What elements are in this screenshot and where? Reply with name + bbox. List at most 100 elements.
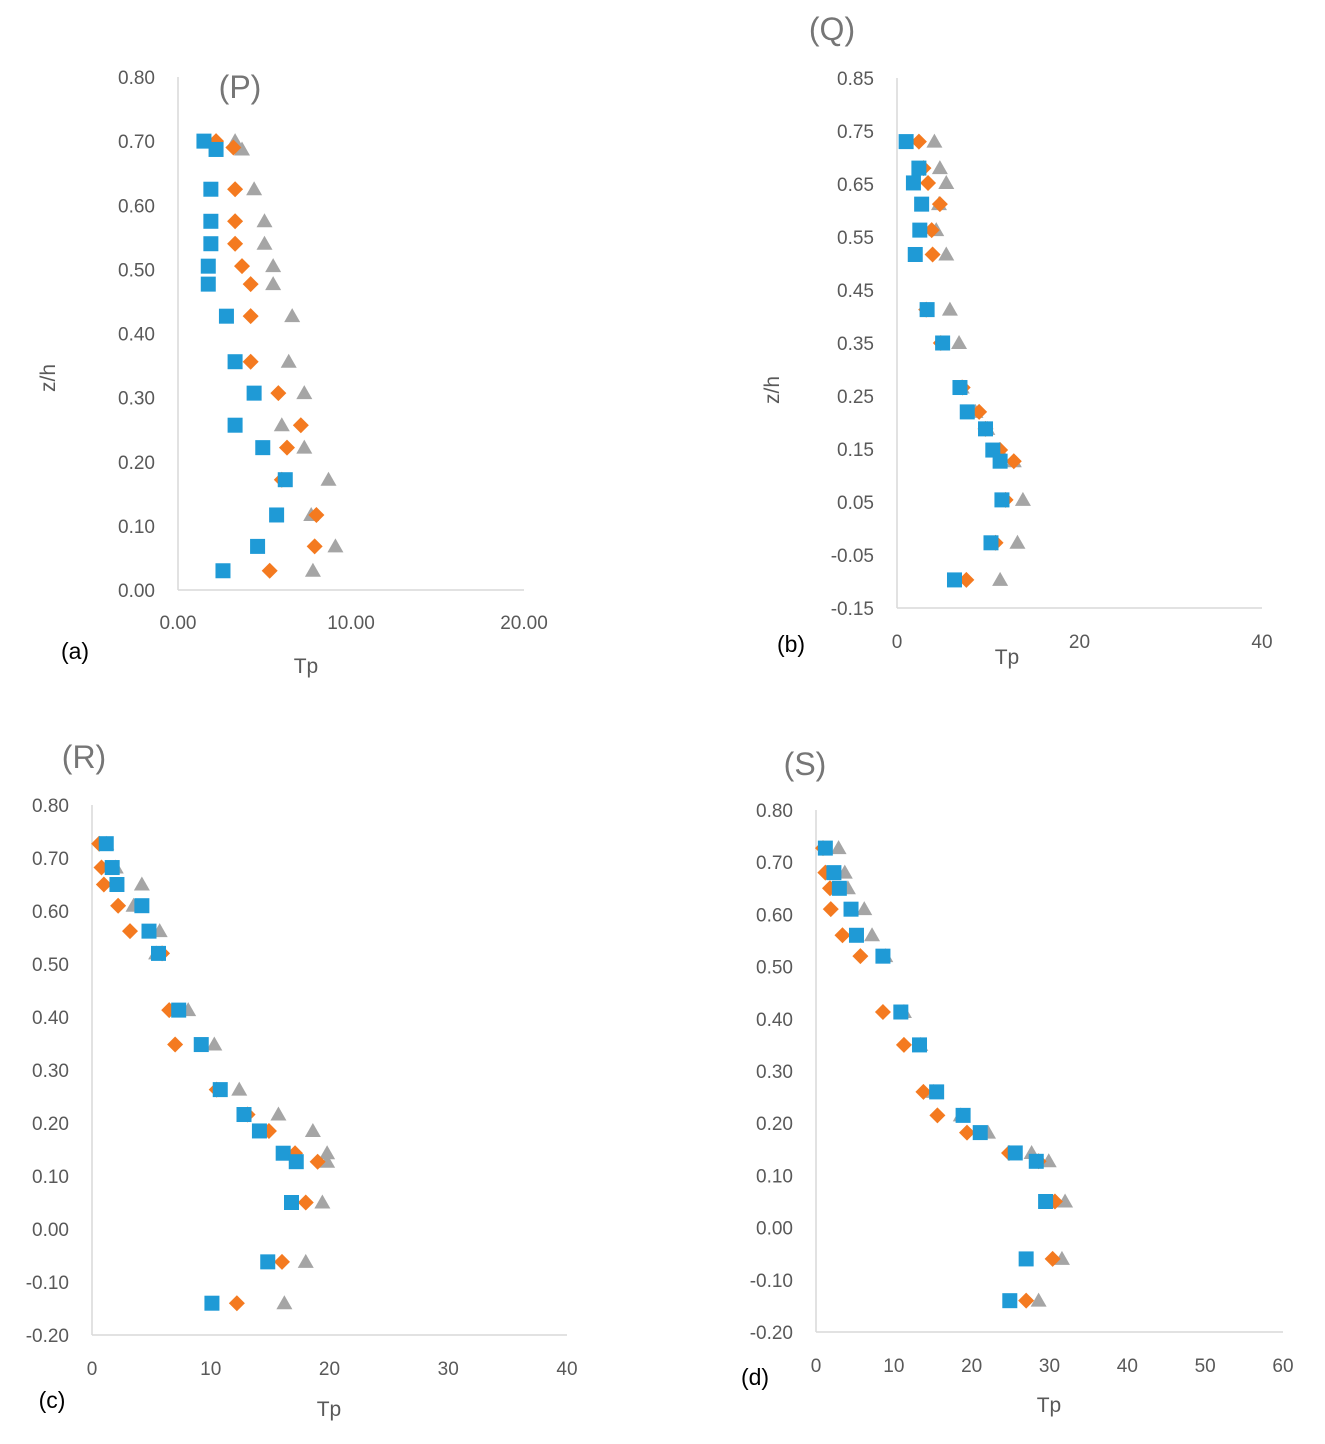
chart-panel-1: 0.00 0.10 0.20 0.30 0.40 0.50 0.60 0.70 0.80 0.00… (37, 68, 548, 678)
data-point-square (898, 134, 914, 150)
y-tick-label: 0.85 (837, 69, 874, 90)
series-2 (91, 835, 326, 1312)
y-tick-label: 0.50 (756, 958, 793, 979)
data-point-diamond (242, 308, 259, 325)
x-tick-label: 20.00 (500, 613, 548, 634)
data-point-square (200, 276, 216, 292)
data-point-diamond (270, 385, 287, 402)
data-point-diamond (915, 1083, 932, 1100)
chart-panel-2: -0.15 -0.05 0.05 0.15 0.25 0.35 0.45 0.55 0.65 0.… (761, 11, 1273, 669)
y-tick-label: 0.30 (32, 1061, 69, 1082)
data-point-diamond (306, 538, 323, 555)
series-1 (98, 836, 304, 1311)
data-point-triangle (256, 235, 273, 250)
data-point-square (109, 877, 125, 892)
data-point-square (935, 335, 951, 351)
x-axis-title: Tp (1037, 1394, 1062, 1417)
data-point-diamond (923, 222, 940, 239)
data-point-square (288, 1154, 304, 1170)
data-point-triangle (265, 276, 282, 291)
series-3 (830, 840, 1074, 1307)
x-tick-label: 30 (438, 1359, 459, 1380)
y-tick-label: 0.70 (756, 853, 793, 874)
panel-label: (b) (777, 631, 805, 657)
x-tick-label: 40 (556, 1359, 577, 1380)
data-point-triangle (270, 1106, 287, 1121)
y-tick-label: 0.00 (756, 1219, 793, 1240)
data-point-triangle (234, 141, 251, 156)
panel-label: (a) (61, 638, 89, 664)
data-point-diamond (225, 139, 242, 156)
chart-title: (Q) (809, 11, 855, 47)
data-point-triangle (280, 353, 297, 368)
data-point-triangle (992, 571, 1009, 586)
data-point-diamond (309, 1153, 326, 1170)
data-point-triangle (256, 213, 273, 228)
data-point-diamond (852, 948, 869, 965)
data-point-triangle (231, 1081, 248, 1096)
x-tick-label: 10 (200, 1359, 221, 1380)
data-point-triangle (265, 258, 282, 273)
x-tick-label: 0 (87, 1359, 98, 1380)
data-point-triangle (1009, 534, 1026, 549)
data-point-square (1002, 1293, 1018, 1309)
data-point-square (203, 213, 219, 229)
y-tick-label: -0.20 (750, 1323, 793, 1344)
data-point-triangle (284, 308, 301, 323)
data-point-square (250, 538, 266, 554)
chart-title: (P) (219, 69, 262, 105)
data-point-square (196, 133, 212, 149)
data-point-triangle (296, 385, 313, 400)
data-point-diamond (834, 927, 851, 944)
data-point-triangle (246, 181, 263, 196)
data-point-triangle (941, 301, 958, 316)
data-point-square (912, 222, 928, 238)
y-tick-label: 0.10 (32, 1167, 69, 1188)
chart-panel-4: -0.20 -0.10 0.00 0.10 0.20 0.30 0.40 0.50 0.60 0.… (741, 746, 1294, 1417)
data-point-triangle (1057, 1193, 1074, 1208)
data-point-triangle (314, 1194, 331, 1209)
x-axis-title: Tp (294, 655, 319, 678)
data-point-square (992, 453, 1008, 469)
x-tick-label: 10 (883, 1356, 904, 1377)
data-point-triangle (304, 562, 321, 577)
data-point-square (1018, 1251, 1034, 1267)
x-tick-label: 50 (1195, 1356, 1216, 1377)
data-point-diamond (242, 353, 259, 370)
y-tick-label: 0.20 (118, 453, 155, 474)
data-point-square (227, 354, 243, 370)
data-point-square (141, 923, 157, 939)
data-point-square (929, 1084, 945, 1100)
y-tick-label: 0.70 (32, 849, 69, 870)
y-tick-label: 0.80 (32, 796, 69, 817)
y-tick-label: -0.10 (26, 1273, 69, 1294)
y-tick-label: 0.10 (756, 1166, 793, 1187)
data-point-square (203, 236, 219, 252)
data-point-square (204, 1295, 220, 1311)
data-point-diamond (278, 439, 295, 456)
data-point-square (200, 258, 216, 274)
data-point-diamond (958, 571, 975, 588)
y-tick-label: 0.60 (118, 196, 155, 217)
y-tick-label: 0.55 (837, 228, 874, 249)
data-point-square (215, 563, 231, 579)
data-point-square (955, 1107, 971, 1123)
series-1 (898, 134, 1010, 588)
data-point-triangle (830, 840, 847, 855)
y-tick-label: 0.20 (756, 1114, 793, 1135)
data-point-square (171, 1002, 187, 1018)
data-point-square (212, 1082, 228, 1098)
data-point-triangle (938, 174, 955, 189)
data-point-square (208, 141, 224, 157)
data-point-square (905, 175, 921, 191)
data-point-square (912, 1037, 928, 1053)
data-point-square (1007, 1145, 1023, 1161)
data-point-diamond (308, 506, 325, 523)
data-point-triangle (297, 1253, 314, 1268)
y-tick-label: 0.75 (837, 122, 874, 143)
x-axis-title: Tp (317, 1398, 342, 1421)
data-point-triangle (273, 417, 290, 432)
data-point-square (277, 472, 293, 488)
data-point-square (218, 308, 234, 324)
